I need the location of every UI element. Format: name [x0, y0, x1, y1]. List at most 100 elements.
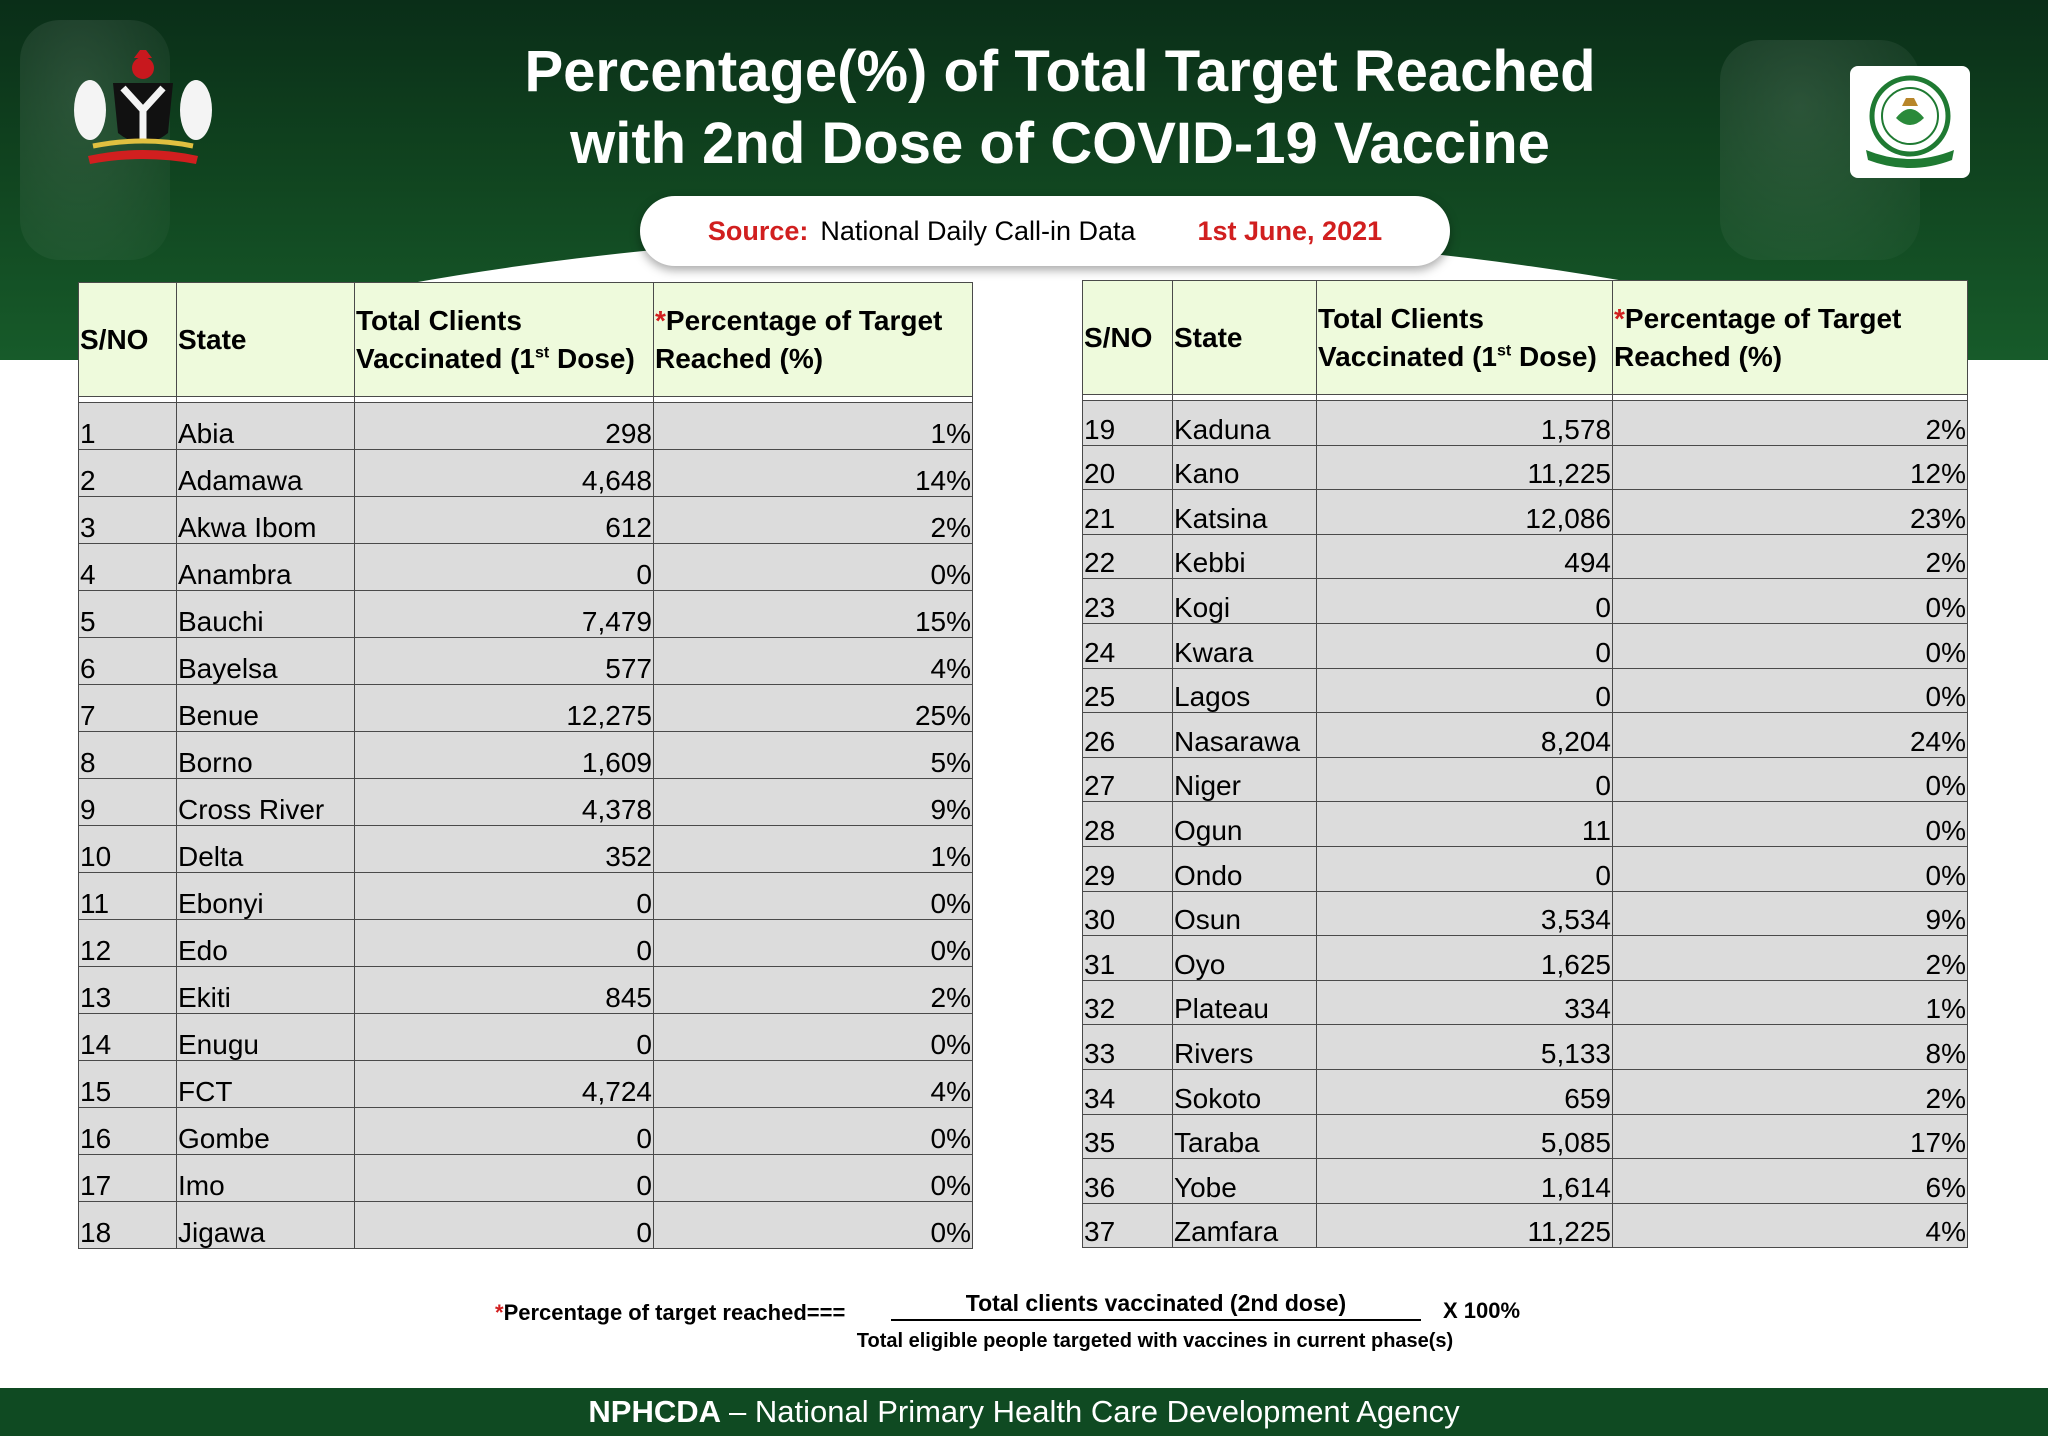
- cell-clients-vaccinated: 0: [354, 872, 654, 920]
- table-row: 27 Niger 0 0%: [1082, 756, 1968, 803]
- cell-sno: 23: [1082, 578, 1173, 624]
- cell-clients-vaccinated: 4,648: [354, 449, 654, 497]
- footer-agency-name: – National Primary Health Care Developme…: [729, 1394, 1460, 1429]
- cell-percentage: 0%: [653, 872, 973, 920]
- report-date: 1st June, 2021: [1197, 215, 1383, 246]
- column-header-clients: Total Clients Vaccinated (1st Dose): [1316, 280, 1613, 395]
- cell-state: Nasarawa: [1172, 712, 1317, 758]
- cell-clients-vaccinated: 494: [1316, 533, 1613, 580]
- table-row: 33 Rivers 5,133 8%: [1082, 1024, 1968, 1070]
- cell-clients-vaccinated: 1,625: [1316, 935, 1613, 981]
- cell-percentage: 2%: [653, 496, 973, 544]
- table-row: 34 Sokoto 659 2%: [1082, 1068, 1968, 1115]
- table-row: 19 Kaduna 1,578 2%: [1082, 400, 1968, 446]
- cell-clients-vaccinated: 845: [354, 966, 654, 1014]
- cell-clients-vaccinated: 0: [354, 919, 654, 967]
- cell-sno: 25: [1082, 667, 1173, 714]
- cell-clients-vaccinated: 11,225: [1316, 444, 1613, 491]
- table-row: 24 Kwara 0 0%: [1082, 622, 1968, 669]
- cell-state: Sokoto: [1172, 1068, 1317, 1115]
- cell-sno: 2: [78, 449, 177, 497]
- cell-clients-vaccinated: 1,614: [1316, 1158, 1613, 1204]
- column-header-clients: Total Clients Vaccinated (1st Dose): [354, 282, 654, 397]
- cell-percentage: 4%: [1612, 1202, 1968, 1249]
- cell-sno: 26: [1082, 712, 1173, 758]
- cell-state: FCT: [176, 1060, 355, 1108]
- column-header-percentage: *Percentage of Target Reached (%): [653, 282, 973, 397]
- cell-sno: 6: [78, 637, 177, 685]
- cell-state: Bayelsa: [176, 637, 355, 685]
- table-row: 26 Nasarawa 8,204 24%: [1082, 712, 1968, 758]
- cell-percentage: 0%: [1612, 578, 1968, 624]
- cell-sno: 31: [1082, 935, 1173, 981]
- cell-state: Lagos: [1172, 667, 1317, 714]
- cell-sno: 34: [1082, 1068, 1173, 1115]
- cell-percentage: 5%: [653, 731, 973, 779]
- title-line-2: with 2nd Dose of COVID-19 Vaccine: [570, 111, 1550, 176]
- cell-state: Jigawa: [176, 1201, 355, 1249]
- cell-percentage: 2%: [1612, 1068, 1968, 1115]
- cell-clients-vaccinated: 577: [354, 637, 654, 685]
- table-row: 21 Katsina 12,086 23%: [1082, 489, 1968, 535]
- cell-clients-vaccinated: 3,534: [1316, 890, 1613, 937]
- cell-clients-vaccinated: 4,724: [354, 1060, 654, 1108]
- table-row: 15 FCT 4,724 4%: [78, 1060, 973, 1108]
- table-row: 12 Edo 0 0%: [78, 919, 973, 967]
- table-row: 14 Enugu 0 0%: [78, 1013, 973, 1061]
- cell-percentage: 0%: [653, 1107, 973, 1155]
- cell-sno: 1: [78, 402, 177, 450]
- column-header-state: State: [1172, 280, 1317, 395]
- nphcda-logo: [1850, 66, 1970, 178]
- cell-percentage: 4%: [653, 637, 973, 685]
- cell-clients-vaccinated: 334: [1316, 979, 1613, 1026]
- cell-sno: 18: [78, 1201, 177, 1249]
- cell-sno: 28: [1082, 801, 1173, 847]
- cell-sno: 3: [78, 496, 177, 544]
- table-row: 31 Oyo 1,625 2%: [1082, 935, 1968, 981]
- cell-clients-vaccinated: 0: [354, 1107, 654, 1155]
- cell-state: Enugu: [176, 1013, 355, 1061]
- footer-abbreviation: NPHCDA: [588, 1394, 722, 1429]
- cell-state: Oyo: [1172, 935, 1317, 981]
- cell-clients-vaccinated: 1,609: [354, 731, 654, 779]
- cell-percentage: 0%: [653, 919, 973, 967]
- cell-sno: 11: [78, 872, 177, 920]
- cell-clients-vaccinated: 0: [1316, 578, 1613, 624]
- cell-percentage: 0%: [1612, 756, 1968, 803]
- table-row: 36 Yobe 1,614 6%: [1082, 1158, 1968, 1204]
- cell-clients-vaccinated: 0: [1316, 756, 1613, 803]
- source-text: National Daily Call-in Data: [820, 215, 1136, 246]
- cell-sno: 29: [1082, 845, 1173, 892]
- cell-percentage: 4%: [653, 1060, 973, 1108]
- states-table-left: S/NO State Total Clients Vaccinated (1st…: [78, 282, 973, 1249]
- cell-sno: 33: [1082, 1024, 1173, 1070]
- cell-state: Benue: [176, 684, 355, 732]
- cell-percentage: 9%: [653, 778, 973, 826]
- cell-sno: 30: [1082, 890, 1173, 937]
- cell-percentage: 2%: [1612, 935, 1968, 981]
- column-header-percentage: *Percentage of Target Reached (%): [1612, 280, 1968, 395]
- header-spacer-row: [1082, 394, 1968, 401]
- cell-sno: 32: [1082, 979, 1173, 1026]
- cell-percentage: 15%: [653, 590, 973, 638]
- cell-state: Borno: [176, 731, 355, 779]
- table-row: 5 Bauchi 7,479 15%: [78, 590, 973, 638]
- cell-percentage: 0%: [1612, 801, 1968, 847]
- cell-sno: 12: [78, 919, 177, 967]
- cell-state: Gombe: [176, 1107, 355, 1155]
- table-row: 9 Cross River 4,378 9%: [78, 778, 973, 826]
- cell-sno: 35: [1082, 1113, 1173, 1160]
- cell-sno: 16: [78, 1107, 177, 1155]
- cell-sno: 17: [78, 1154, 177, 1202]
- cell-state: Kogi: [1172, 578, 1317, 624]
- cell-state: Kebbi: [1172, 533, 1317, 580]
- table-row: 13 Ekiti 845 2%: [78, 966, 973, 1014]
- cell-clients-vaccinated: 1,578: [1316, 400, 1613, 446]
- cell-percentage: 8%: [1612, 1024, 1968, 1070]
- cell-sno: 14: [78, 1013, 177, 1061]
- cell-clients-vaccinated: 612: [354, 496, 654, 544]
- cell-sno: 37: [1082, 1202, 1173, 1249]
- cell-clients-vaccinated: 12,086: [1316, 489, 1613, 535]
- cell-percentage: 1%: [1612, 979, 1968, 1026]
- cell-clients-vaccinated: 0: [354, 543, 654, 591]
